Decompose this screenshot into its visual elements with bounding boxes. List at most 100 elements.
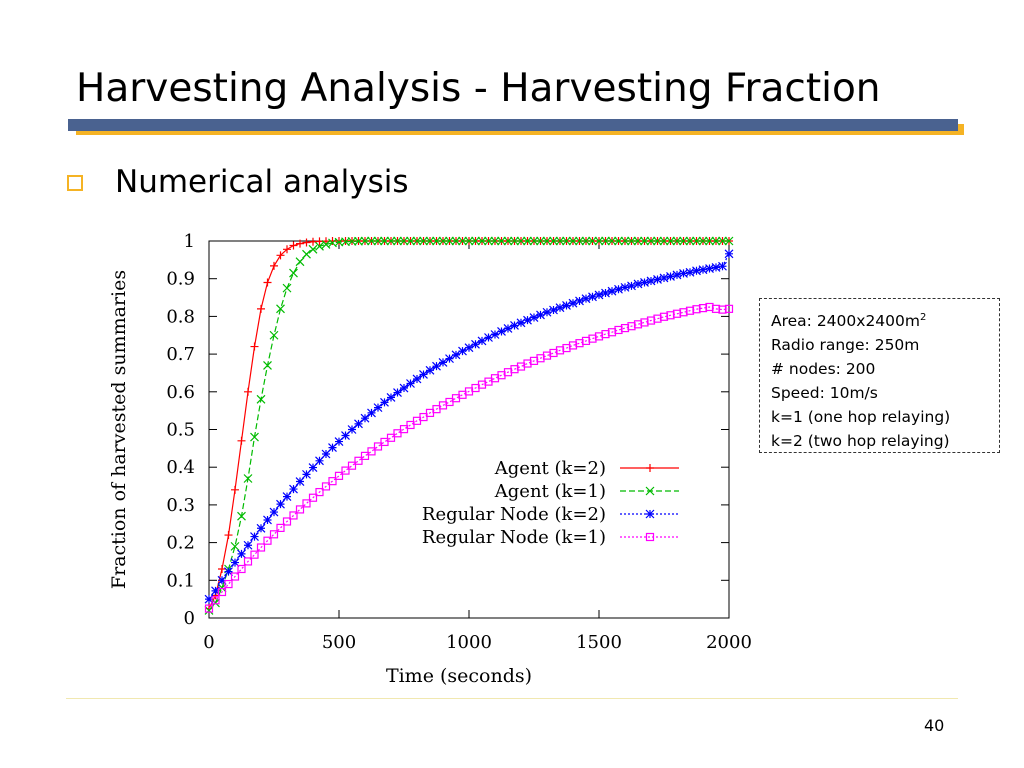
x-tick-label: 2000 <box>706 632 752 653</box>
data-point <box>503 324 513 333</box>
data-point <box>653 275 662 284</box>
data-point <box>724 249 734 259</box>
data-point <box>666 236 675 246</box>
data-point <box>640 236 649 246</box>
info-line-nodes: # nodes: 200 <box>771 360 876 379</box>
data-point <box>412 374 422 384</box>
data-point <box>224 567 233 577</box>
data-point <box>347 425 357 434</box>
data-point <box>568 298 578 308</box>
series-2 <box>204 249 734 604</box>
data-point <box>497 236 506 246</box>
data-point <box>698 236 708 246</box>
data-point <box>341 466 350 475</box>
legend-marker <box>645 509 655 519</box>
data-point <box>360 413 370 423</box>
legend-marker <box>646 464 654 472</box>
data-point <box>490 330 500 339</box>
data-point <box>724 236 734 246</box>
data-point <box>302 499 311 508</box>
data-point <box>386 393 396 402</box>
data-point <box>484 333 493 342</box>
data-point <box>308 463 318 473</box>
simulation-parameters-box: Area: 2400x2400m2 Radio range: 250m # no… <box>759 298 1000 453</box>
data-point <box>289 484 298 494</box>
data-point <box>477 236 487 246</box>
area-superscript: 2 <box>919 312 927 323</box>
data-point <box>256 543 266 552</box>
data-point <box>328 443 337 453</box>
data-point <box>614 284 623 294</box>
data-point <box>542 236 552 246</box>
title-underline-bar <box>68 119 958 131</box>
data-point <box>204 594 214 604</box>
footer-divider <box>66 698 958 699</box>
data-point <box>367 408 376 418</box>
data-point <box>347 461 357 470</box>
data-point <box>555 236 565 246</box>
data-point <box>302 469 311 479</box>
y-tick-label: 0.8 <box>166 306 195 327</box>
data-point <box>575 296 584 306</box>
data-point <box>217 587 227 597</box>
data-point <box>406 379 415 388</box>
data-point <box>393 429 402 438</box>
data-point <box>523 315 532 325</box>
data-point <box>562 236 571 246</box>
data-point <box>295 257 305 267</box>
data-point <box>321 482 331 491</box>
data-point <box>231 485 239 494</box>
y-tick-label: 0.5 <box>166 420 195 441</box>
data-point <box>380 437 389 447</box>
data-point <box>718 261 727 271</box>
data-point <box>458 236 467 246</box>
data-point <box>419 412 428 422</box>
data-point <box>594 290 604 300</box>
data-point <box>692 236 701 246</box>
data-point <box>458 346 467 356</box>
data-point <box>510 236 519 246</box>
legend-marker <box>645 486 655 496</box>
data-point <box>204 606 214 615</box>
data-point <box>451 236 461 246</box>
data-point <box>269 530 279 539</box>
data-point <box>367 236 376 246</box>
data-point <box>250 550 259 559</box>
data-point <box>334 437 344 446</box>
legend-marker <box>645 532 655 542</box>
data-point <box>659 273 669 283</box>
bullet-text: Numerical analysis <box>115 164 409 200</box>
data-point <box>224 531 233 540</box>
data-point <box>640 278 649 287</box>
info-line-k1: k=1 (one hop relaying) <box>771 408 951 427</box>
data-point <box>438 357 448 367</box>
series-3 <box>204 302 734 613</box>
data-point <box>276 251 285 260</box>
data-point <box>386 433 396 442</box>
data-point <box>516 236 526 246</box>
data-point <box>516 318 526 328</box>
y-tick-label: 0.7 <box>166 344 195 365</box>
data-point <box>289 268 298 278</box>
data-point <box>296 239 304 248</box>
plot-frame <box>208 240 730 619</box>
data-point <box>432 236 441 246</box>
data-point <box>256 523 266 533</box>
y-tick-label: 0.4 <box>166 457 195 478</box>
data-point <box>282 283 292 293</box>
x-tick-label: 0 <box>203 632 214 653</box>
data-point <box>243 474 253 483</box>
y-tick-label: 0.6 <box>166 382 195 403</box>
data-point <box>243 540 253 550</box>
data-point <box>711 262 721 272</box>
data-point <box>425 365 435 375</box>
data-point <box>685 236 695 246</box>
data-point <box>653 236 662 246</box>
data-point <box>224 579 233 589</box>
data-point <box>237 549 246 559</box>
data-point <box>601 288 610 298</box>
data-point <box>269 330 279 340</box>
info-line-radio-range: Radio range: 250m <box>771 336 920 355</box>
data-point <box>666 272 675 281</box>
data-point <box>230 558 240 568</box>
